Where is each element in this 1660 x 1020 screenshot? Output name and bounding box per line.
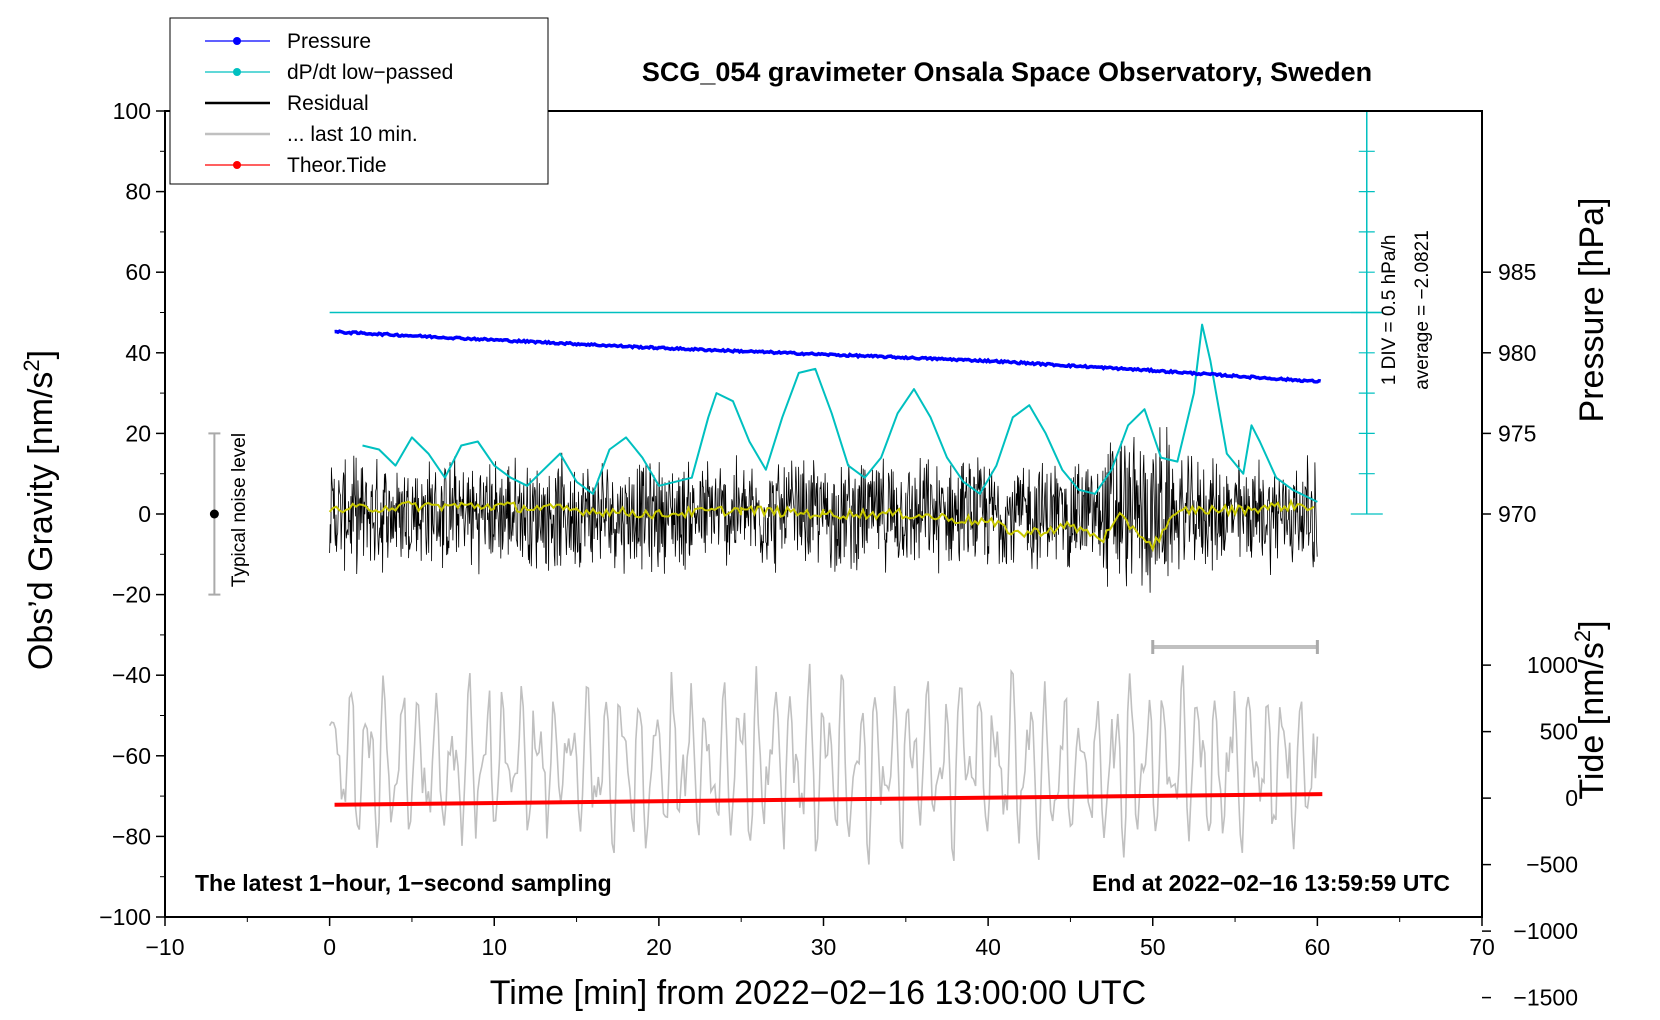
dpdt-scale-label: 1 DIV = 0.5 hPa/h [1379, 235, 1400, 386]
left-axis-title-end: ] [22, 350, 60, 359]
left-tick-label: −40 [112, 662, 151, 688]
x-tick-label: −10 [145, 934, 184, 960]
legend-label: Theor.Tide [287, 154, 387, 177]
left-tick-label: −80 [112, 823, 151, 849]
left-tick-label: −100 [99, 904, 151, 930]
left-axis-title-main: Obs’d Gravity [nm/s [22, 372, 60, 671]
end-time-note: End at 2022−02−16 13:59:59 UTC [1092, 870, 1450, 896]
pressure-tick-label: 975 [1498, 420, 1536, 446]
tide-tick-label: −1000 [1513, 918, 1578, 944]
left-tick-label: −20 [112, 582, 151, 608]
pressure-tick-label: 970 [1498, 501, 1536, 527]
left-axis-title: Obs’d Gravity [nm/s2] [19, 350, 60, 670]
left-tick-label: 40 [125, 340, 151, 366]
left-tick-label: 60 [125, 259, 151, 285]
x-axis-title: Time [min] from 2022−02−16 13:00:00 UTC [490, 974, 1146, 1012]
legend-marker [233, 37, 241, 45]
left-tick-label: 20 [125, 420, 151, 446]
tide-tick-label: 1000 [1527, 652, 1578, 678]
x-tick-label: 70 [1469, 934, 1495, 960]
left-tick-label: −60 [112, 743, 151, 769]
left-tick-label: 100 [113, 98, 151, 124]
legend-box [169, 17, 549, 185]
legend-marker [233, 68, 241, 76]
plot-layer [208, 110, 1383, 865]
noise-bar-center [209, 509, 219, 519]
series-residual [329, 426, 1318, 593]
left-tick-label: 0 [138, 501, 151, 527]
sampling-note: The latest 1−hour, 1−second sampling [195, 870, 612, 896]
pressure-axis-title: Pressure [hPa] [1573, 198, 1611, 423]
series-residual-smoothed [328, 498, 1315, 553]
legend-marker [233, 161, 241, 169]
x-tick-label: 10 [481, 934, 507, 960]
x-tick-label: 40 [975, 934, 1001, 960]
left-tick-label: 80 [125, 179, 151, 205]
tide-tick-label: 500 [1540, 719, 1578, 745]
tick-layer: −10 0 10 20 30 40 50 60 70−100−80−60−40−20020406… [99, 98, 1578, 1011]
tide-axis-title-main: Tide [nm/s [1573, 642, 1611, 799]
dpdt-average-label: average = −2.0821 [1412, 230, 1433, 390]
tide-tick-label: −1500 [1513, 985, 1578, 1011]
tide-tick-label: 0 [1565, 785, 1578, 811]
legend-label: ... last 10 min. [287, 123, 418, 146]
x-tick-label: 0 [323, 934, 336, 960]
left-axis-title-sup: 2 [19, 359, 44, 371]
tide-axis-title: Tide [nm/s2] [1570, 620, 1611, 799]
x-tick-label: 50 [1140, 934, 1166, 960]
series-theor-tide [334, 792, 1323, 807]
legend-label: dP/dt low−passed [287, 61, 453, 84]
series-dpdt [362, 323, 1318, 503]
x-tick-label: 20 [646, 934, 672, 960]
tide-axis-title-end: ] [1573, 620, 1611, 629]
chart-title: SCG_054 gravimeter Onsala Space Observat… [642, 57, 1372, 87]
series-last-10-min [328, 663, 1319, 865]
pressure-tick-label: 985 [1498, 259, 1536, 285]
legend-label: Residual [287, 92, 369, 115]
legend-label: Pressure [287, 30, 371, 53]
tide-tick-label: −500 [1526, 852, 1578, 878]
series-pressure [334, 329, 1322, 384]
x-tick-label: 30 [811, 934, 837, 960]
legend-items: Pressure dP/dt low−passed Residual ... last… [205, 30, 453, 177]
noise-level-label: Typical noise level [229, 433, 250, 587]
tide-axis-title-sup: 2 [1570, 630, 1595, 642]
x-tick-label: 60 [1305, 934, 1331, 960]
legend: Pressure dP/dt low−passed Residual ... last… [169, 17, 549, 185]
pressure-tick-label: 980 [1498, 340, 1536, 366]
